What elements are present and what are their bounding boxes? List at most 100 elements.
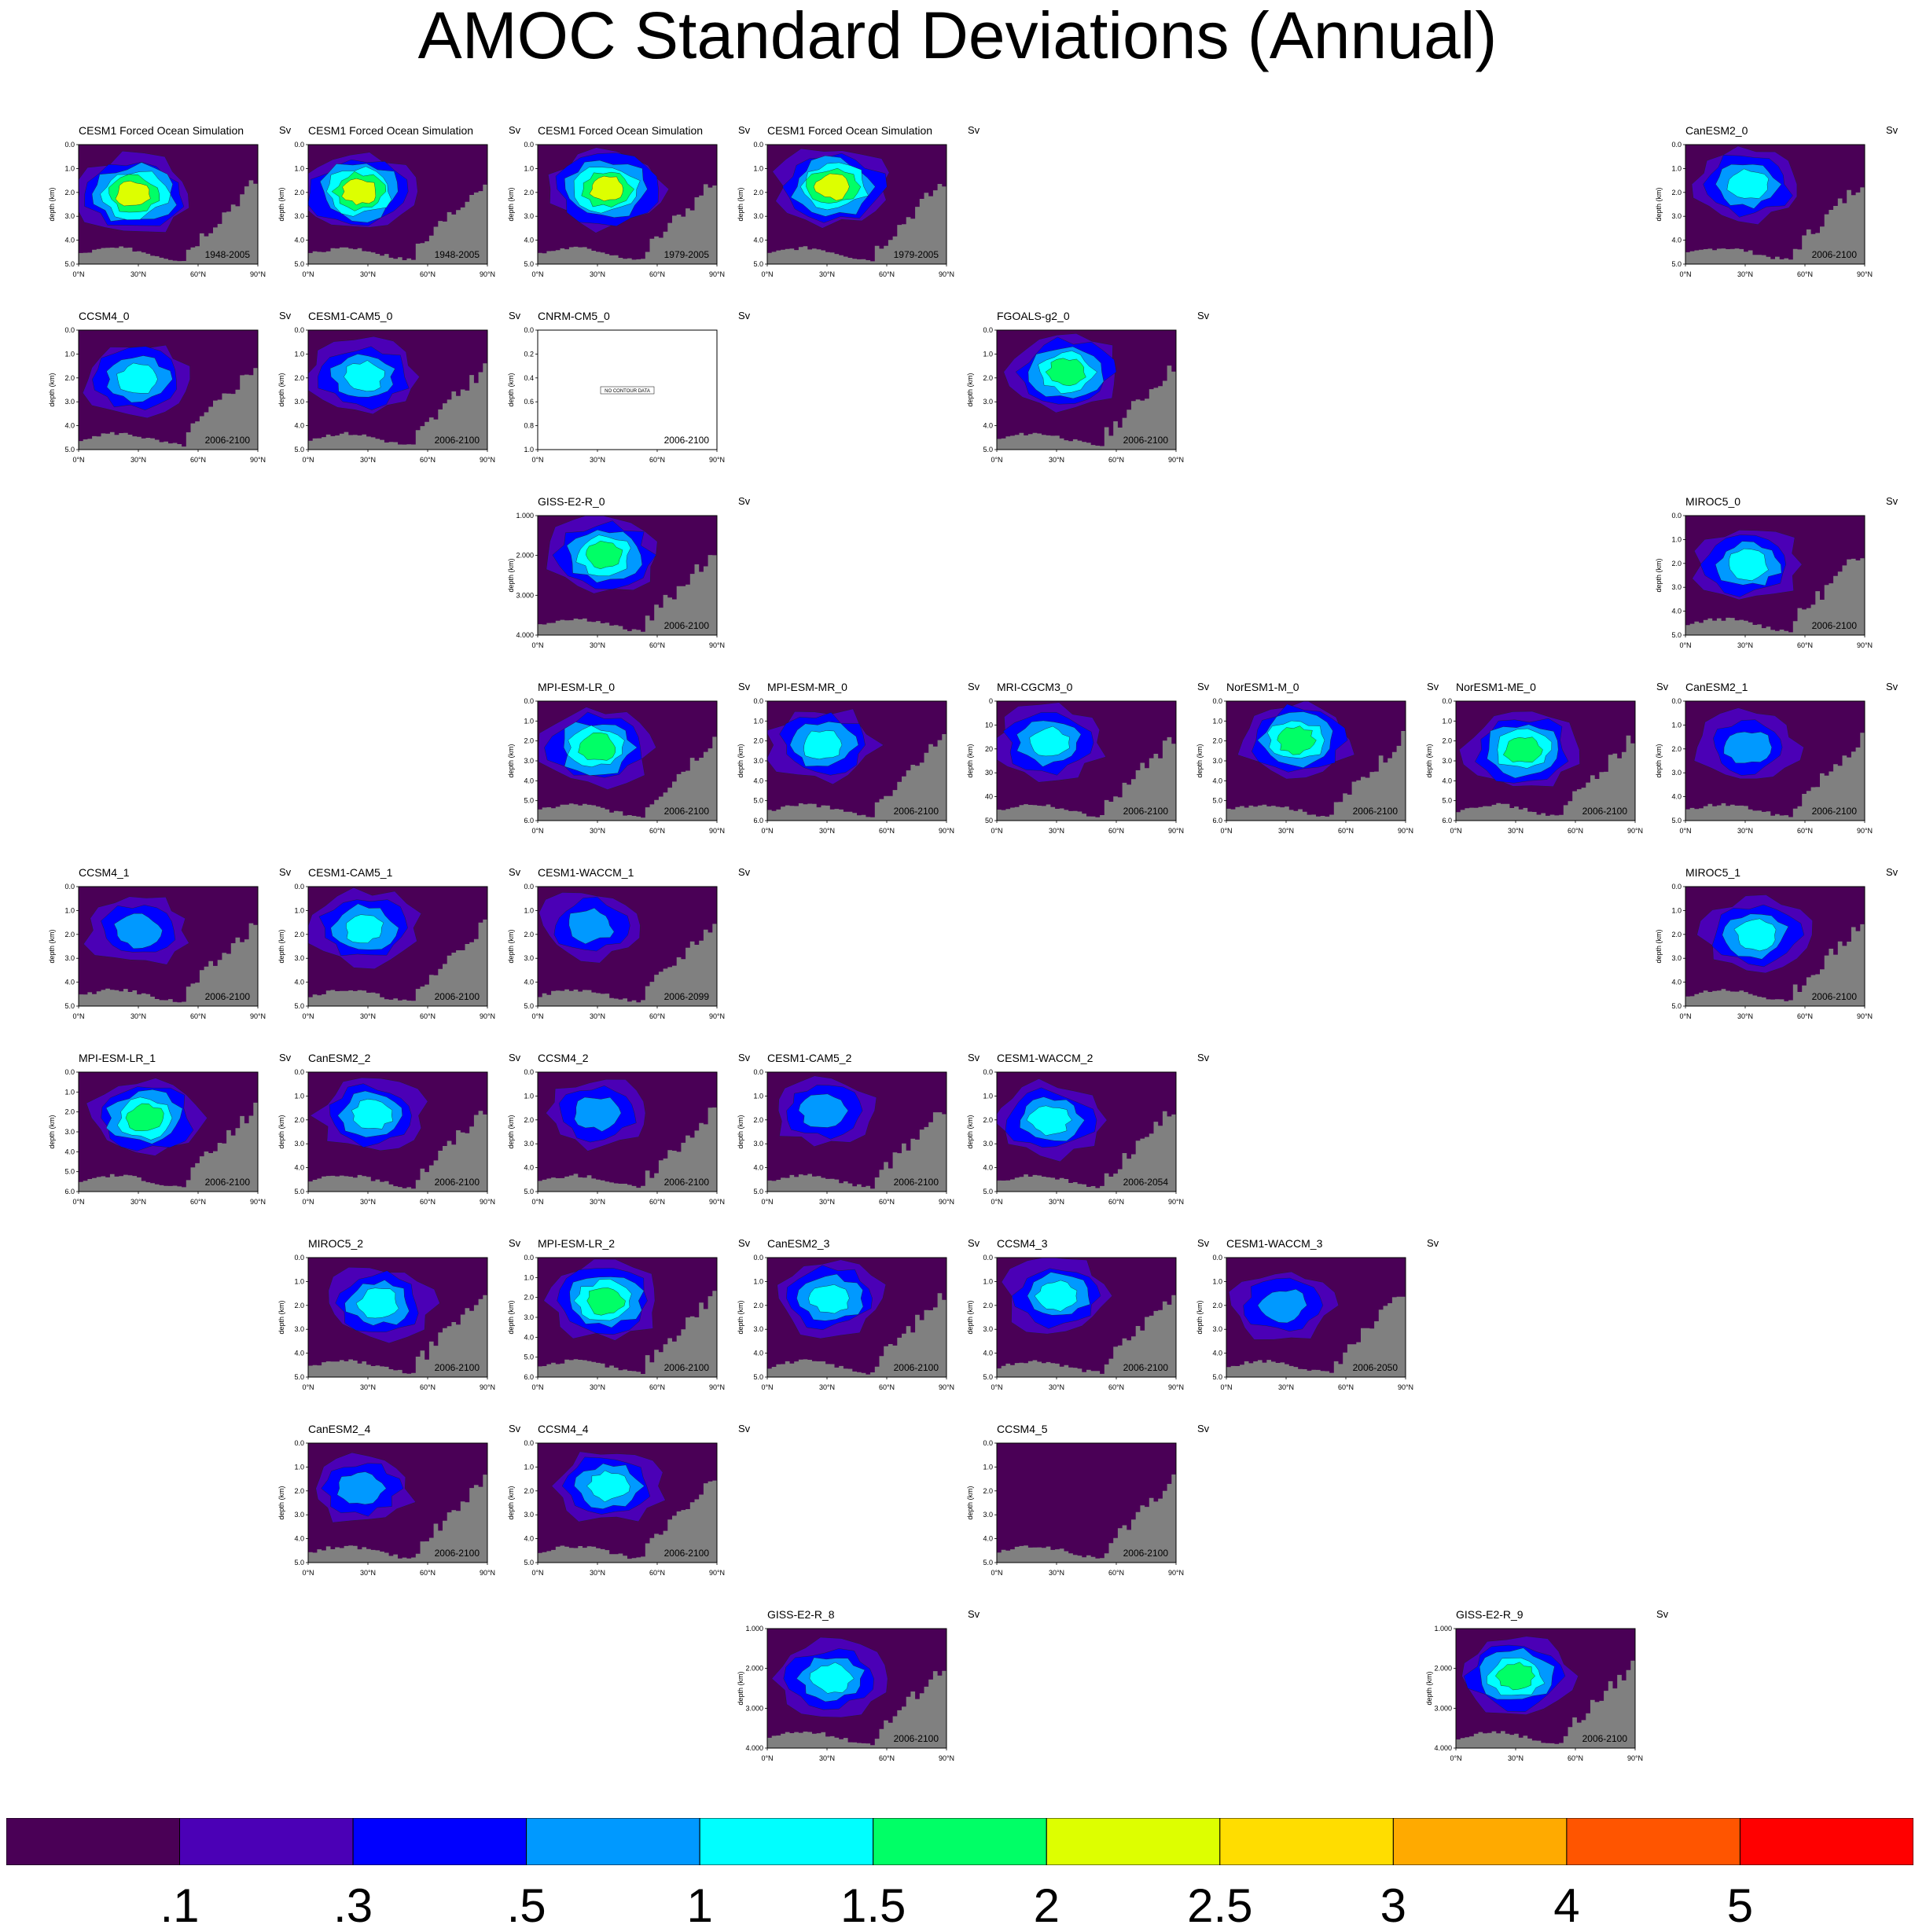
panel-title: CCSM4_4 bbox=[538, 1423, 589, 1435]
y-tick-label: 4.0 bbox=[753, 777, 763, 784]
y-tick-label: 3.0 bbox=[294, 398, 304, 406]
panel-plot: 0.0 1.0 2.0 3.0 4.0 5.0 depth (km) 0°N 30°N 60°N 9… bbox=[507, 883, 725, 1020]
contour-field bbox=[79, 145, 258, 264]
colorbar-label: .5 bbox=[506, 1879, 546, 1932]
panel-units: Sv bbox=[1886, 495, 1898, 507]
y-tick-label: 5.0 bbox=[1671, 817, 1682, 825]
plot-frame bbox=[996, 1071, 1177, 1192]
panel: FGOALS-g2_0 Sv 0.0 1.0 2.0 3.0 4.0 5.0 depth (km… bbox=[965, 310, 1248, 495]
x-tick-label: 90°N bbox=[709, 1569, 725, 1577]
y-tick-label: 2.0 bbox=[1671, 931, 1682, 938]
colorbar-swatch bbox=[1566, 1818, 1740, 1865]
y-tick-label: 0.0 bbox=[294, 1254, 304, 1262]
x-tick-label: 30°N bbox=[1278, 827, 1294, 835]
panel: GISS-E2-R_0 Sv 1.000 2.000 3.000 4.000 depth (… bbox=[506, 495, 789, 681]
bathymetry bbox=[767, 1667, 946, 1748]
x-tick-label: 0°N bbox=[1679, 270, 1691, 278]
panel-title: CCSM4_1 bbox=[79, 866, 130, 879]
x-tick-label: 30°N bbox=[819, 1754, 835, 1762]
y-tick-label: 2.0 bbox=[983, 374, 993, 382]
plot-frame bbox=[537, 1442, 718, 1563]
contour-level bbox=[1029, 725, 1070, 757]
y-tick-label: 0.0 bbox=[64, 1068, 75, 1076]
y-tick-label: 3.000 bbox=[516, 591, 534, 599]
contour-field bbox=[79, 887, 258, 1006]
panel-units: Sv bbox=[1427, 1237, 1439, 1249]
x-tick-label: 30°N bbox=[130, 456, 146, 464]
panel-plot: 0.0 1.0 2.0 3.0 4.0 5.0 6.0 depth (km) 0°N 30°N 60… bbox=[1425, 697, 1643, 835]
x-tick-label: 90°N bbox=[480, 1569, 495, 1577]
y-axis-label: depth (km) bbox=[278, 1486, 285, 1519]
y-tick-label: 0.0 bbox=[64, 883, 75, 891]
y-tick-label: 3.0 bbox=[64, 398, 75, 406]
y-tick-label: 1.0 bbox=[64, 164, 75, 172]
x-tick-label: 60°N bbox=[1797, 270, 1813, 278]
bathymetry bbox=[308, 360, 487, 450]
y-tick-label: 50 bbox=[985, 817, 993, 825]
y-tick-label: 0.0 bbox=[294, 1439, 304, 1447]
period-label: 2006-2100 bbox=[205, 435, 251, 446]
x-tick-label: 60°N bbox=[879, 1198, 895, 1206]
x-tick-label: 90°N bbox=[1627, 827, 1643, 835]
y-tick-label: 5.0 bbox=[524, 1188, 534, 1196]
bathymetry bbox=[997, 1291, 1176, 1377]
y-tick-label: 1.0 bbox=[983, 1463, 993, 1471]
y-tick-label: 0.0 bbox=[1671, 512, 1682, 520]
y-tick-label: 4.0 bbox=[64, 979, 75, 986]
bathymetry bbox=[538, 545, 717, 635]
colorbar-swatch bbox=[699, 1818, 874, 1865]
x-tick-label: 60°N bbox=[649, 1198, 665, 1206]
x-tick-label: 0°N bbox=[1679, 1012, 1691, 1020]
x-tick-label: 60°N bbox=[1797, 1012, 1813, 1020]
y-tick-label: 3.0 bbox=[983, 1325, 993, 1333]
contour-field bbox=[538, 1072, 717, 1192]
contour-field bbox=[538, 1258, 717, 1377]
panel-plot: 0.0 1.0 2.0 3.0 4.0 5.0 depth (km) 0°N 30°N 60°N 9… bbox=[1655, 697, 1873, 835]
x-tick-label: 60°N bbox=[1568, 827, 1583, 835]
panel: NorESM1-ME_0 Sv 0.0 1.0 2.0 3.0 4.0 5.0 6.0 depth… bbox=[1424, 681, 1707, 866]
period-label: 2006-2100 bbox=[435, 1362, 480, 1373]
x-tick-label: 90°N bbox=[480, 1012, 495, 1020]
y-tick-label: 3.0 bbox=[1442, 757, 1452, 765]
panel-plot: 0.0 1.0 2.0 3.0 4.0 5.0 6.0 depth (km) 0°N 30°N 60… bbox=[737, 697, 954, 835]
panel: CESM1 Forced Ocean Simulation Sv 0.0 1.0 2.0… bbox=[277, 124, 560, 310]
panel-units: Sv bbox=[279, 1052, 292, 1063]
period-label: 1979-2005 bbox=[664, 249, 710, 260]
panel-units: Sv bbox=[1197, 1052, 1210, 1063]
y-axis-label: depth (km) bbox=[507, 929, 515, 963]
period-label: 2006-2100 bbox=[435, 1177, 480, 1188]
period-label: 2006-2100 bbox=[205, 991, 251, 1002]
x-tick-label: 60°N bbox=[420, 1012, 436, 1020]
y-tick-label: 3.0 bbox=[524, 1313, 534, 1321]
panel-title: CCSM4_3 bbox=[997, 1237, 1048, 1250]
x-tick-label: 60°N bbox=[1108, 1198, 1124, 1206]
y-tick-label: 5.0 bbox=[524, 1354, 534, 1361]
panel: MIROC5_1 Sv 0.0 1.0 2.0 3.0 4.0 5.0 depth (km) 0°… bbox=[1654, 866, 1915, 1052]
contour-field bbox=[308, 1072, 487, 1192]
plot-frame bbox=[537, 329, 718, 450]
no-data-label: NO CONTOUR DATA bbox=[605, 389, 650, 394]
y-tick-label: 1.0 bbox=[983, 1277, 993, 1285]
y-tick-label: 5.0 bbox=[64, 260, 75, 268]
x-tick-label: 90°N bbox=[250, 270, 266, 278]
y-tick-label: 4.0 bbox=[1212, 1350, 1222, 1357]
contour-field bbox=[997, 1443, 1176, 1563]
x-tick-label: 60°N bbox=[1338, 1383, 1354, 1391]
y-tick-label: 0.0 bbox=[524, 141, 534, 149]
y-tick-label: 4.0 bbox=[983, 1535, 993, 1543]
y-tick-label: 2.0 bbox=[753, 189, 763, 197]
colorbar-label: 2 bbox=[1033, 1879, 1060, 1932]
y-axis-label: depth (km) bbox=[278, 929, 285, 963]
x-tick-label: 90°N bbox=[250, 1012, 266, 1020]
x-tick-label: 90°N bbox=[250, 456, 266, 464]
y-tick-label: 6.0 bbox=[753, 817, 763, 825]
panel-title: CESM1 Forced Ocean Simulation bbox=[79, 124, 244, 137]
x-tick-label: 0°N bbox=[991, 1383, 1002, 1391]
y-tick-label: 6.0 bbox=[1442, 817, 1452, 825]
panel-title: CanESM2_0 bbox=[1685, 124, 1748, 137]
x-tick-label: 30°N bbox=[130, 270, 146, 278]
panel-title: CESM1 Forced Ocean Simulation bbox=[767, 124, 933, 137]
y-tick-label: 1.000 bbox=[516, 512, 534, 520]
y-tick-label: 4.0 bbox=[983, 1164, 993, 1172]
x-tick-label: 60°N bbox=[879, 1383, 895, 1391]
